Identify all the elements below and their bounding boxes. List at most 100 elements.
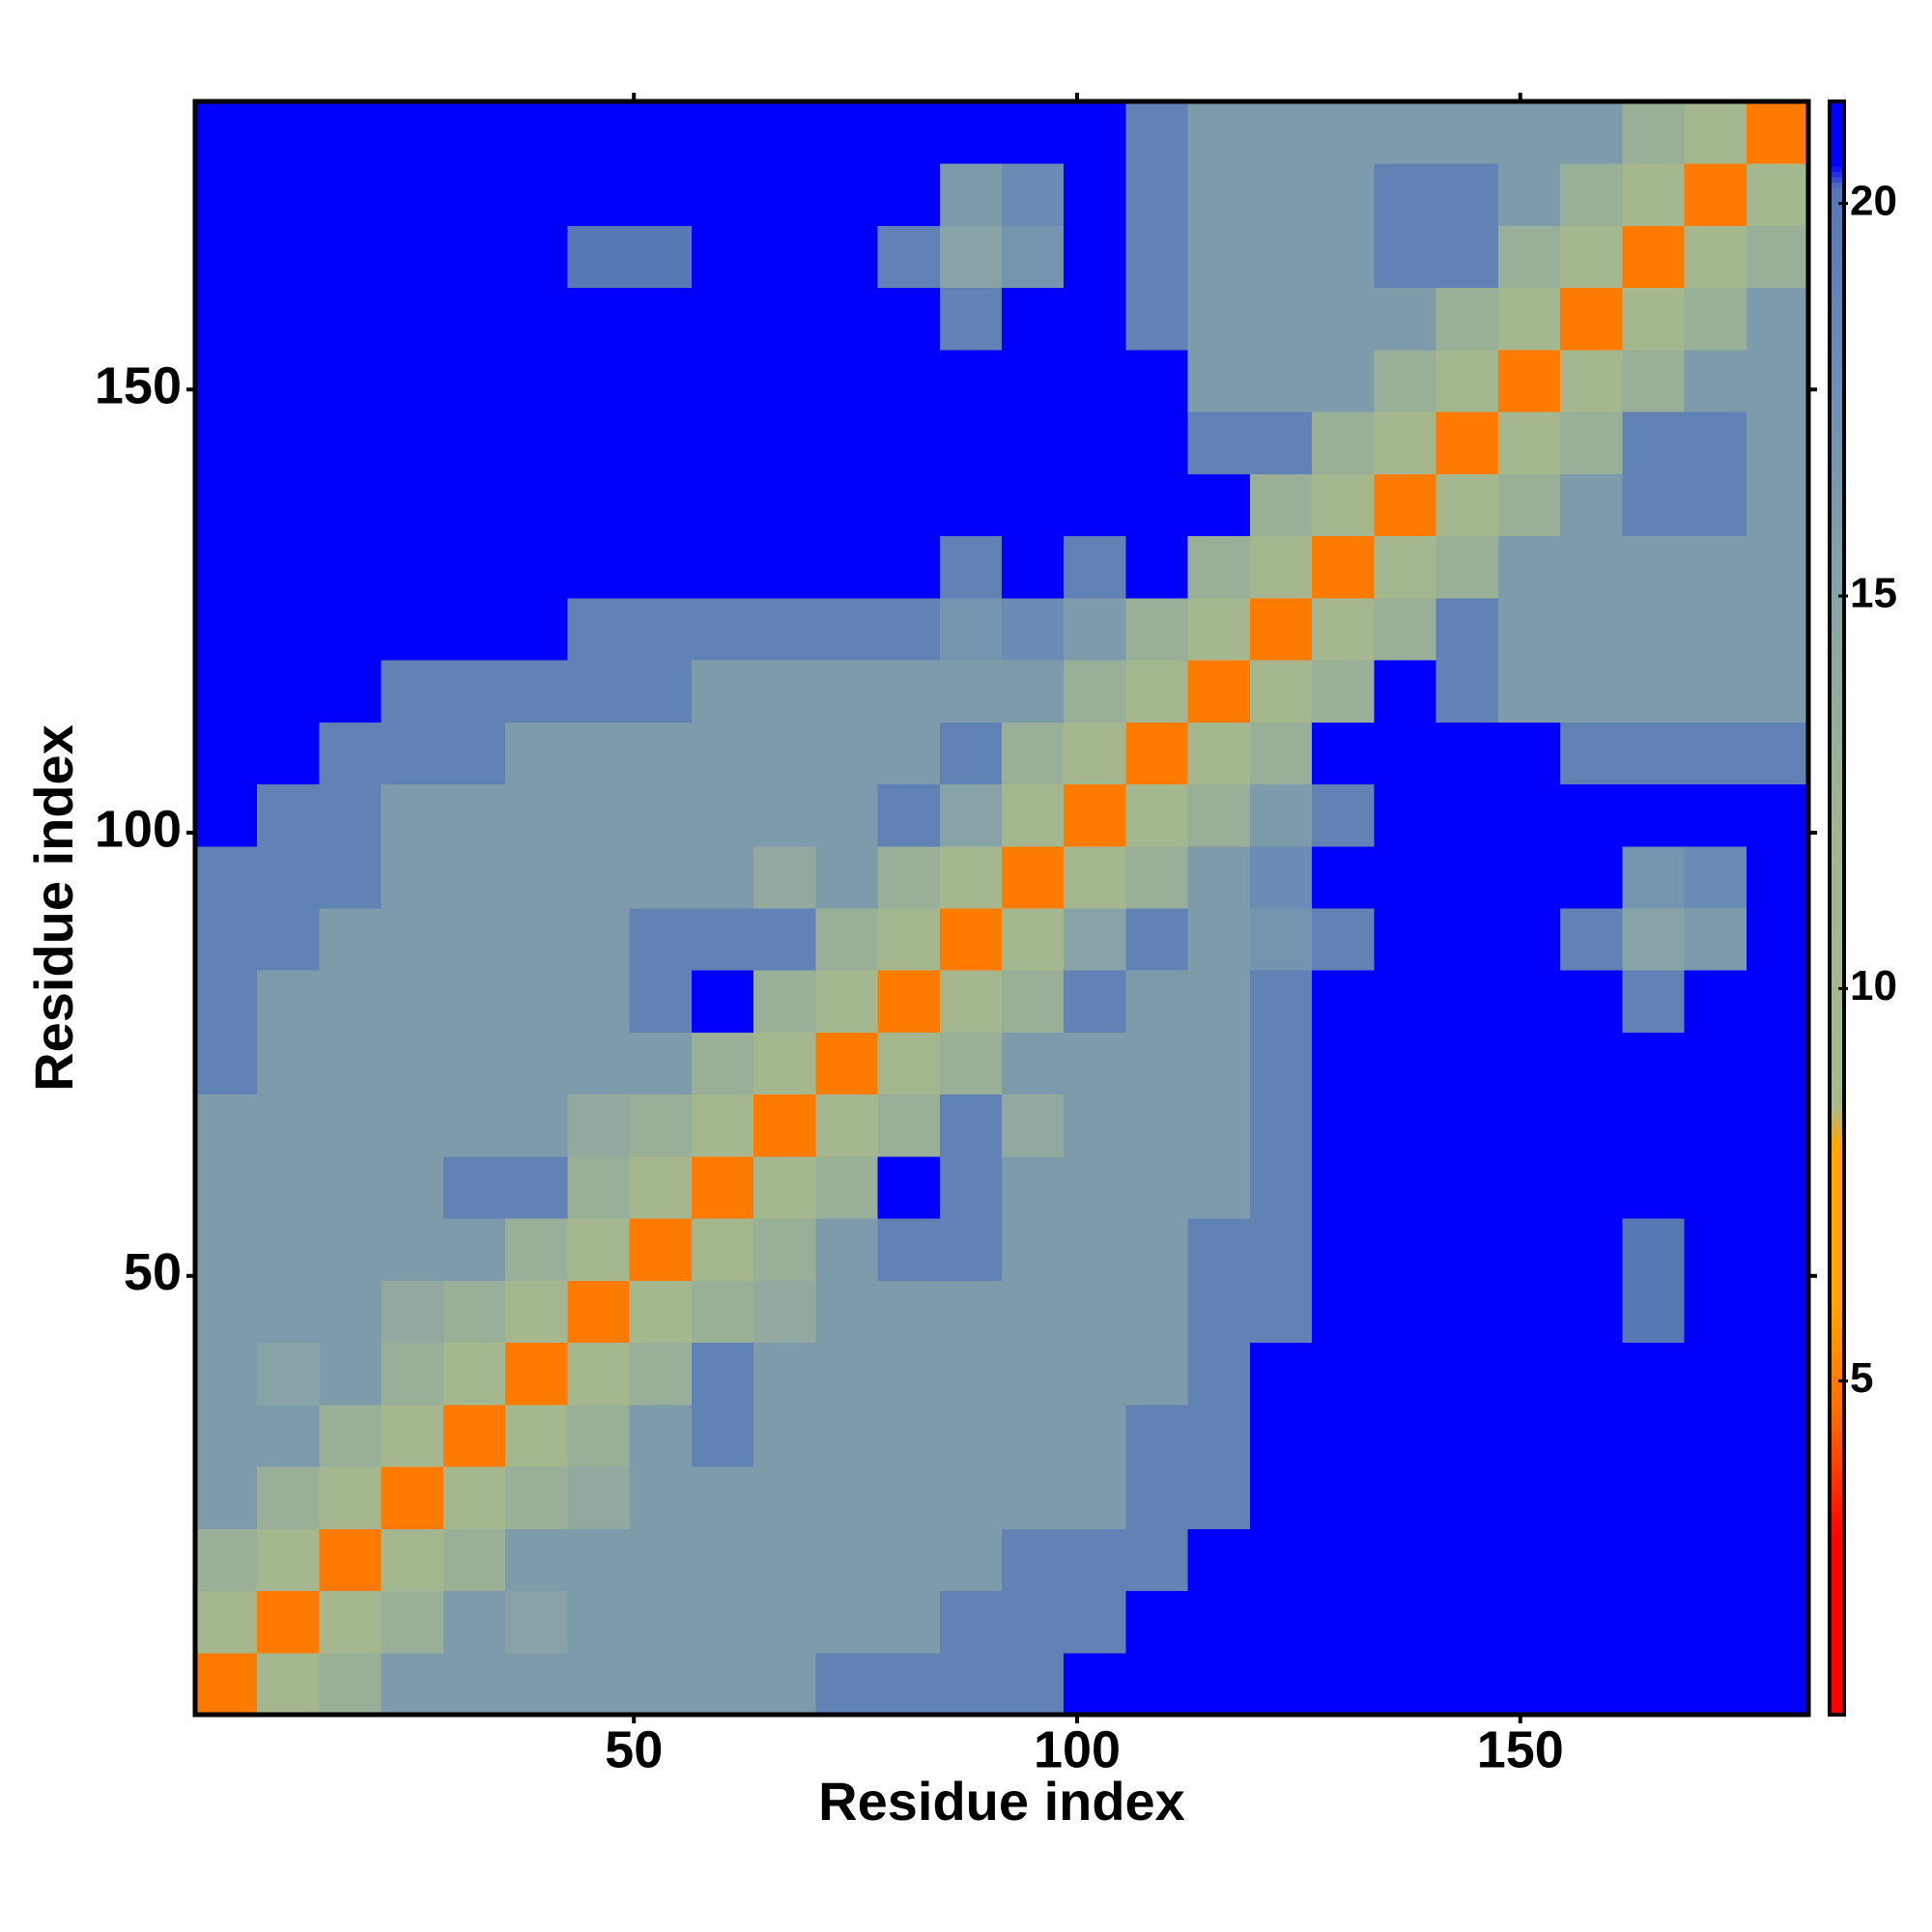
heatmap-cell <box>1684 1404 1747 1467</box>
heatmap-cell <box>257 535 320 599</box>
heatmap-cell <box>1560 783 1623 847</box>
heatmap-cell <box>815 1404 879 1467</box>
heatmap-cell <box>753 1032 816 1095</box>
heatmap-cell <box>691 349 754 412</box>
y-tick-label: 100 <box>95 800 182 858</box>
colorbar-swatch <box>1830 305 1844 312</box>
colorbar-swatch <box>1830 660 1844 667</box>
heatmap-cell <box>381 597 444 661</box>
heatmap-cell <box>1622 1032 1686 1095</box>
heatmap-cell <box>1684 101 1747 164</box>
colorbar-swatch <box>1830 1575 1844 1581</box>
heatmap-cell <box>629 1094 693 1157</box>
heatmap-cell <box>1002 1528 1065 1592</box>
colorbar-swatch <box>1830 951 1844 957</box>
colorbar-swatch <box>1830 1155 1844 1162</box>
heatmap-cell <box>939 845 1003 909</box>
colorbar-tick-label: 5 <box>1850 1354 1873 1402</box>
heatmap-cell <box>195 1528 258 1592</box>
heatmap-cell <box>1312 1218 1375 1281</box>
heatmap-cell <box>691 412 754 474</box>
heatmap-cell <box>1187 1280 1251 1344</box>
colorbar-swatch <box>1830 923 1844 930</box>
colorbar-swatch <box>1830 1709 1844 1716</box>
heatmap-cell <box>319 660 383 723</box>
colorbar-swatch <box>1830 467 1844 473</box>
colorbar-swatch <box>1830 875 1844 882</box>
colorbar-swatch <box>1830 1520 1844 1527</box>
heatmap-cell <box>1435 908 1499 971</box>
heatmap-cell <box>1560 908 1623 971</box>
heatmap-cell <box>629 163 693 226</box>
heatmap-cell <box>1622 535 1686 599</box>
colorbar-swatch <box>1830 1246 1844 1253</box>
colorbar-swatch <box>1830 558 1844 565</box>
colorbar-swatch <box>1830 1198 1844 1205</box>
heatmap-cell <box>1435 970 1499 1033</box>
heatmap-cell <box>1560 225 1623 289</box>
colorbar-swatch <box>1830 1252 1844 1259</box>
heatmap-cell <box>1497 287 1561 351</box>
heatmap-cell <box>815 1155 879 1219</box>
heatmap-cell <box>1746 970 1809 1033</box>
colorbar-swatch <box>1830 144 1844 151</box>
heatmap-cell <box>877 1466 941 1529</box>
colorbar-swatch <box>1830 682 1844 689</box>
heatmap-cell <box>1622 1590 1686 1654</box>
heatmap-cell <box>567 1094 631 1157</box>
colorbar-swatch <box>1830 483 1844 490</box>
heatmap-cell <box>1312 1094 1375 1157</box>
heatmap-cell <box>381 287 444 351</box>
colorbar-swatch <box>1830 617 1844 624</box>
heatmap-cell <box>815 1590 879 1654</box>
heatmap-cell <box>442 1032 506 1095</box>
heatmap-cell <box>1002 412 1065 474</box>
heatmap-cell <box>1684 660 1747 723</box>
colorbar-swatch <box>1830 908 1844 915</box>
colorbar-swatch <box>1830 724 1844 731</box>
colorbar-swatch <box>1830 1085 1844 1092</box>
colorbar-swatch <box>1830 1392 1844 1399</box>
colorbar-swatch <box>1830 1435 1844 1441</box>
colorbar-swatch <box>1830 827 1844 834</box>
colorbar-swatch <box>1830 123 1844 129</box>
heatmap-cell <box>319 1218 383 1281</box>
heatmap-cell <box>381 660 444 723</box>
heatmap-cell <box>753 722 816 785</box>
heatmap-cell <box>1374 1652 1437 1716</box>
heatmap-cell <box>753 1094 816 1157</box>
heatmap-cell <box>1374 412 1437 474</box>
heatmap-cell <box>1435 225 1499 289</box>
heatmap-cell <box>753 225 816 289</box>
colorbar-swatch <box>1830 596 1844 603</box>
colorbar-swatch <box>1830 730 1844 737</box>
heatmap-cell <box>319 597 383 661</box>
colorbar-swatch <box>1830 1144 1844 1151</box>
y-tick-label: 50 <box>124 1243 182 1301</box>
colorbar-swatch <box>1830 1623 1844 1630</box>
heatmap-cell <box>877 101 941 164</box>
colorbar-swatch <box>1830 1698 1844 1705</box>
heatmap-cell <box>1622 225 1686 289</box>
heatmap-cell <box>629 101 693 164</box>
colorbar-swatch <box>1830 1413 1844 1420</box>
heatmap-cell <box>1064 412 1126 474</box>
colorbar-swatch <box>1830 655 1844 662</box>
heatmap-cell <box>753 287 816 351</box>
heatmap-cell <box>1064 1590 1126 1654</box>
heatmap-cell <box>1497 845 1561 909</box>
colorbar-swatch <box>1830 644 1844 651</box>
heatmap-cell <box>505 722 568 785</box>
heatmap-cell <box>691 1280 754 1344</box>
heatmap-cell <box>1312 101 1375 164</box>
colorbar-swatch <box>1830 1386 1844 1393</box>
heatmap-cell <box>629 660 693 723</box>
heatmap-cell <box>815 1032 879 1095</box>
heatmap-cell <box>1435 101 1499 164</box>
colorbar-swatch <box>1830 1058 1844 1065</box>
colorbar-swatch <box>1830 1354 1844 1361</box>
heatmap-cell <box>319 1342 383 1406</box>
heatmap-cell <box>691 845 754 909</box>
heatmap-cell <box>1622 1155 1686 1219</box>
heatmap-cell <box>257 783 320 847</box>
